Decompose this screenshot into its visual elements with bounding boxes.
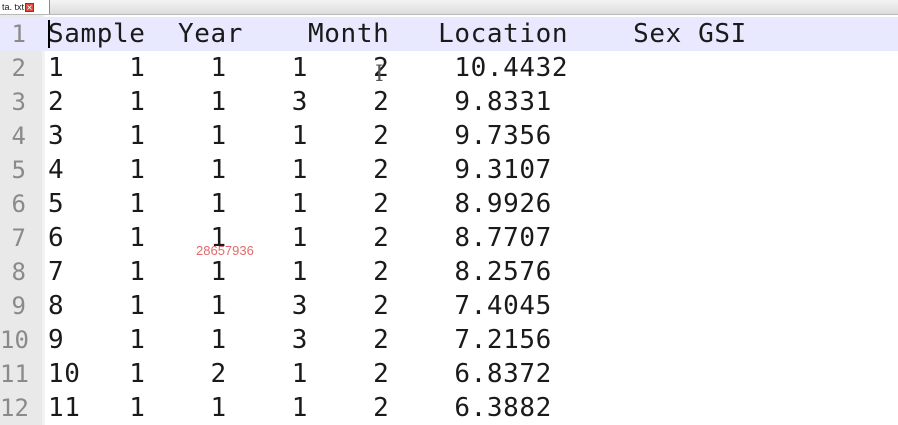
line-number: 11: [0, 360, 29, 388]
file-tab[interactable]: ta. txt ×: [0, 0, 50, 14]
line-number: 5: [11, 156, 26, 184]
editor-line[interactable]: 2 1 1 1 1 2 10.4432: [0, 51, 898, 85]
editor-line[interactable]: 7 6 1 1 1 2 8.7707: [0, 221, 898, 255]
line-text[interactable]: 8 1 1 3 2 7.4045: [48, 291, 552, 321]
editor-line[interactable]: 1 Sample Year Month Location Sex GSI: [0, 17, 898, 51]
editor-line[interactable]: 9 8 1 1 3 2 7.4045: [0, 289, 898, 323]
line-number: 9: [11, 292, 26, 320]
line-number: 12: [0, 394, 29, 422]
line-number: 4: [11, 122, 26, 150]
editor-line[interactable]: 10 9 1 1 3 2 7.2156: [0, 323, 898, 357]
line-number: 8: [11, 258, 26, 286]
file-tab-label: ta. txt: [2, 2, 25, 12]
line-text[interactable]: 6 1 1 1 2 8.7707: [48, 223, 552, 253]
line-text[interactable]: 7 1 1 1 2 8.2576: [48, 257, 552, 287]
editor-line[interactable]: 12 11 1 1 1 2 6.3882: [0, 391, 898, 425]
text-caret: [48, 20, 50, 48]
editor-line[interactable]: 4 3 1 1 1 2 9.7356: [0, 119, 898, 153]
editor-line[interactable]: 6 5 1 1 1 2 8.9926: [0, 187, 898, 221]
text-editor[interactable]: 1 Sample Year Month Location Sex GSI 2 1…: [0, 15, 898, 425]
ibeam-cursor-icon: I: [375, 62, 384, 87]
line-text[interactable]: 3 1 1 1 2 9.7356: [48, 121, 552, 151]
line-text[interactable]: 5 1 1 1 2 8.9926: [48, 189, 552, 219]
line-text[interactable]: Sample Year Month Location Sex GSI: [48, 19, 747, 49]
line-text[interactable]: 4 1 1 1 2 9.3107: [48, 155, 552, 185]
editor-line[interactable]: 3 2 1 1 3 2 9.8331: [0, 85, 898, 119]
line-text[interactable]: 10 1 2 1 2 6.8372: [48, 359, 552, 389]
fold-margin: [42, 15, 45, 425]
line-number: 6: [11, 190, 26, 218]
tab-bar: ta. txt ×: [0, 0, 898, 15]
watermark: 28657936: [196, 243, 254, 258]
line-text[interactable]: 1 1 1 1 2 10.4432: [48, 53, 569, 83]
line-text[interactable]: 9 1 1 3 2 7.2156: [48, 325, 552, 355]
close-icon[interactable]: ×: [25, 2, 35, 12]
line-text[interactable]: 11 1 1 1 2 6.3882: [48, 393, 552, 423]
line-number: 2: [11, 54, 26, 82]
line-number: 1: [11, 20, 26, 48]
line-text[interactable]: 2 1 1 3 2 9.8331: [48, 87, 552, 117]
line-number: 7: [11, 224, 26, 252]
editor-line[interactable]: 8 7 1 1 1 2 8.2576: [0, 255, 898, 289]
line-number: 10: [0, 326, 29, 354]
editor-line[interactable]: 5 4 1 1 1 2 9.3107: [0, 153, 898, 187]
editor-line[interactable]: 11 10 1 2 1 2 6.8372: [0, 357, 898, 391]
line-number: 3: [11, 88, 26, 116]
